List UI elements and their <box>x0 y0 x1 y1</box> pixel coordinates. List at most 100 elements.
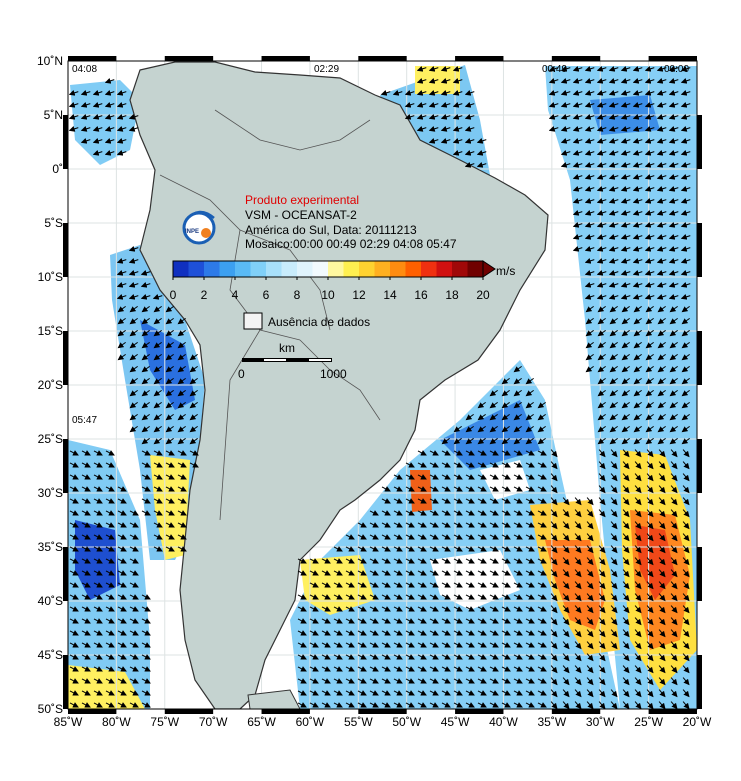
wind-arrow <box>633 389 642 397</box>
wind-arrow <box>646 569 654 578</box>
wind-arrow <box>501 522 511 528</box>
info-mosaic: Mosaico:00:00 00:49 02:29 04:08 05:47 <box>245 237 457 251</box>
wind-arrow <box>165 377 174 385</box>
wind-arrow <box>429 462 439 468</box>
wind-arrow <box>128 125 139 132</box>
wind-arrow <box>393 534 403 540</box>
colorbar-unit: m/s <box>496 264 515 278</box>
wind-arrow <box>608 281 619 288</box>
wind-arrow <box>550 569 558 578</box>
wind-arrow <box>417 486 427 492</box>
wind-arrow <box>680 269 691 276</box>
wind-arrow <box>657 413 666 421</box>
wind-arrow <box>537 486 547 492</box>
wind-arrow <box>598 485 606 494</box>
wind-arrow <box>129 522 139 528</box>
wind-arrow <box>645 329 654 337</box>
wind-arrow <box>81 474 91 480</box>
wind-arrow <box>177 522 187 528</box>
wind-arrow <box>646 593 654 602</box>
wind-arrow <box>644 197 655 204</box>
wind-arrow <box>129 353 138 361</box>
wind-arrow <box>153 522 163 528</box>
wind-arrow <box>153 305 162 313</box>
wind-arrow <box>441 486 451 492</box>
wind-arrow <box>416 101 427 108</box>
wind-arrow <box>632 233 643 240</box>
wind-arrow <box>621 377 630 385</box>
wind-arrow <box>597 377 606 385</box>
wind-arrow <box>669 401 678 409</box>
wind-arrow <box>381 510 391 516</box>
wind-arrow <box>477 534 487 540</box>
wind-arrow <box>141 474 151 480</box>
wind-arrow <box>141 498 151 504</box>
wind-arrow <box>597 365 606 373</box>
wind-arrow <box>105 474 115 480</box>
wind-arrow <box>440 125 451 132</box>
wind-arrow <box>656 149 667 156</box>
wind-arrow <box>129 413 138 421</box>
wind-arrow <box>153 534 163 540</box>
wind-arrow <box>537 425 546 433</box>
wind-arrow <box>525 570 535 576</box>
wind-arrow <box>657 389 666 397</box>
wind-arrow <box>548 77 559 84</box>
wind-arrow <box>453 425 462 433</box>
wind-arrow <box>597 329 606 337</box>
wind-arrow <box>68 89 79 96</box>
wind-arrow <box>476 161 487 168</box>
wind-arrow <box>622 521 630 530</box>
wind-arrow <box>608 257 619 264</box>
wind-arrow <box>93 462 103 468</box>
wind-arrow <box>177 413 186 421</box>
wind-arrow <box>129 317 138 325</box>
wind-arrow <box>117 534 127 540</box>
wind-arrow <box>429 498 439 504</box>
wind-arrow <box>620 233 631 240</box>
wind-arrow <box>620 161 631 168</box>
wind-arrow <box>165 522 175 528</box>
wind-arrow <box>669 425 678 433</box>
colorbar-tick-label: 14 <box>383 288 397 302</box>
wind-arrow <box>441 437 450 445</box>
wind-arrow <box>670 485 678 494</box>
wind-arrow <box>177 353 186 361</box>
wind-arrow <box>598 581 606 590</box>
wind-arrow <box>489 389 498 397</box>
no-data-label: Ausência de dados <box>268 315 370 329</box>
wind-arrow <box>632 149 643 156</box>
wind-arrow <box>165 341 174 349</box>
wind-arrow <box>668 293 679 300</box>
colorbar-tick-label: 4 <box>232 288 239 302</box>
wind-arrow <box>572 161 583 168</box>
wind-arrow <box>489 437 498 445</box>
wind-vectors <box>68 65 691 709</box>
longitude-tick-label: 70˚W <box>199 715 228 729</box>
wind-arrow <box>608 293 619 300</box>
colorbar-segment <box>390 261 406 277</box>
wind-arrow <box>117 570 127 576</box>
colorbar-segment <box>266 261 282 277</box>
wind-arrow <box>93 534 103 540</box>
wind-arrow <box>333 570 343 576</box>
wind-arrow <box>525 522 535 528</box>
wind-arrow <box>620 209 631 216</box>
wind-arrow <box>634 581 642 590</box>
wind-arrow <box>681 377 690 385</box>
wind-arrow <box>465 462 475 468</box>
latitude-tick-label: 20˚S <box>38 378 63 392</box>
wind-arrow <box>681 413 690 421</box>
wind-arrow <box>369 570 379 576</box>
wind-arrow <box>116 137 127 144</box>
wind-arrow <box>598 461 606 470</box>
wind-arrow <box>177 401 186 409</box>
wind-arrow <box>645 437 654 445</box>
scale-bar <box>242 358 332 362</box>
wind-arrow <box>513 450 523 456</box>
wind-arrow <box>393 474 403 480</box>
wind-arrow <box>598 593 606 602</box>
wind-arrow <box>477 401 486 409</box>
wind-arrow <box>525 534 535 540</box>
wind-arrow <box>81 498 91 504</box>
